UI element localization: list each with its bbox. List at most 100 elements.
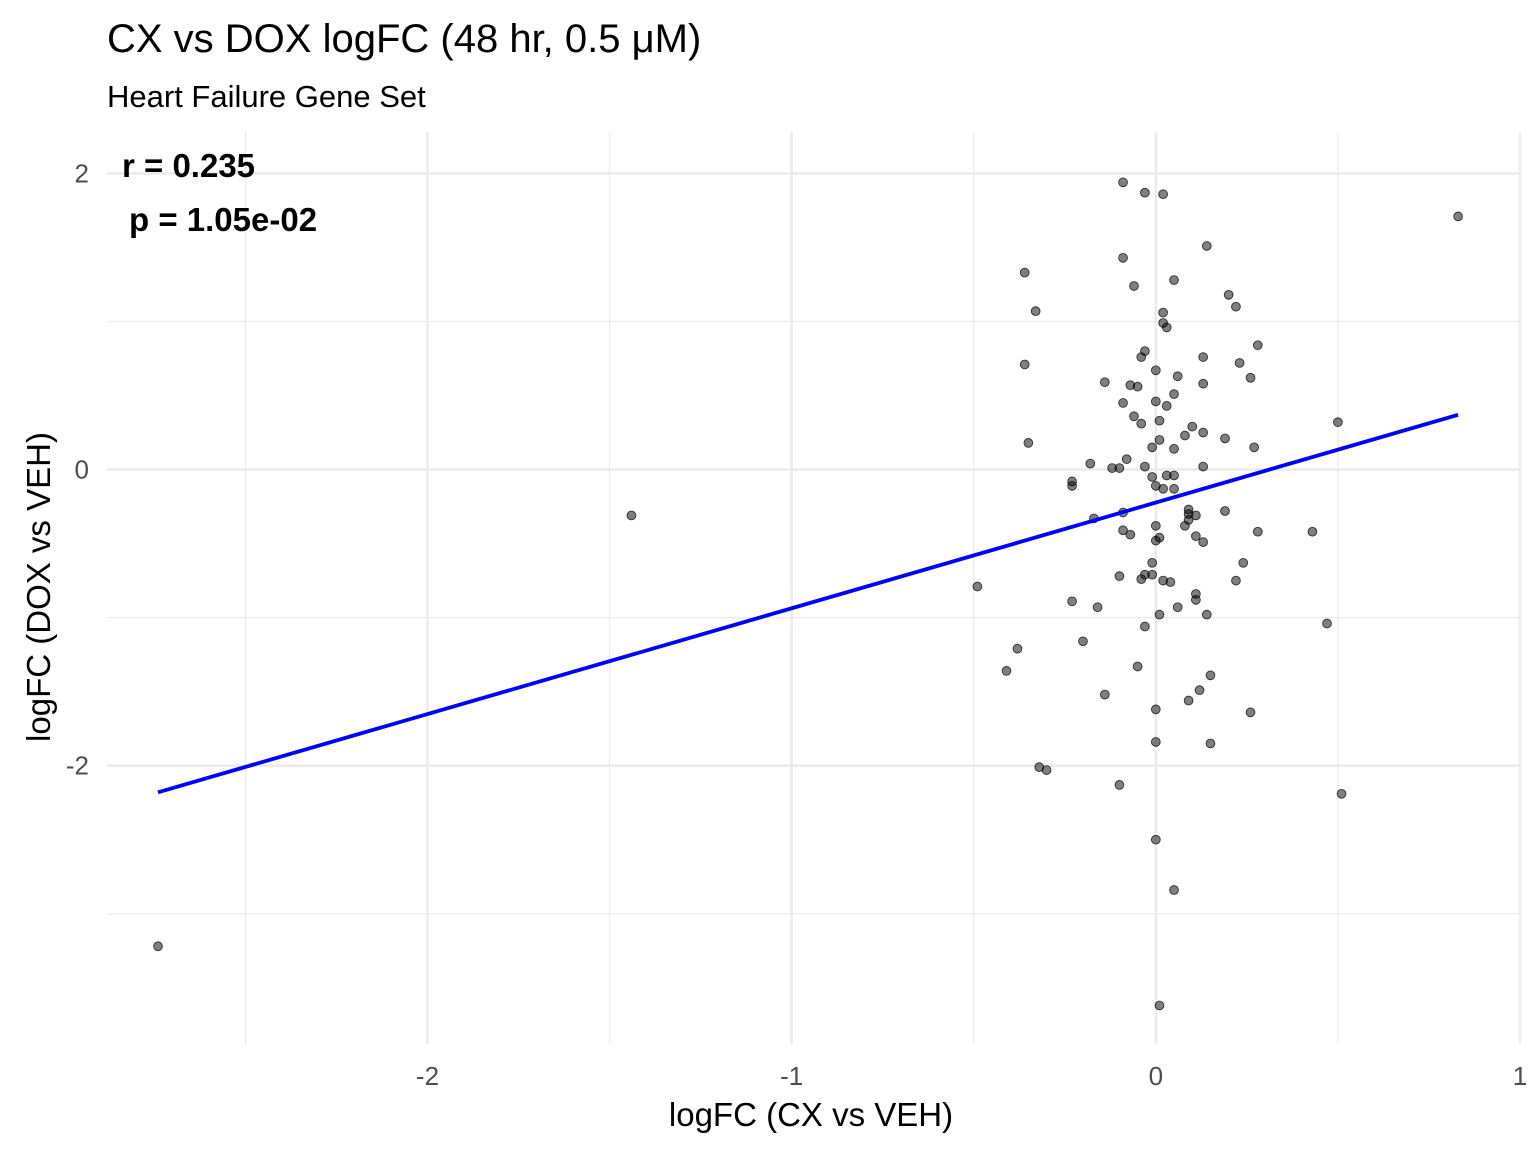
y-tick-label: -2 bbox=[66, 751, 89, 781]
data-point bbox=[1140, 621, 1150, 632]
data-point bbox=[1205, 670, 1216, 681]
data-point bbox=[1012, 643, 1023, 654]
data-point bbox=[1136, 418, 1147, 429]
data-point bbox=[1132, 661, 1143, 672]
data-point bbox=[1231, 575, 1241, 586]
data-point bbox=[1147, 472, 1158, 482]
data-point bbox=[1118, 177, 1128, 188]
data-point bbox=[1121, 454, 1132, 465]
data-point bbox=[1453, 211, 1463, 222]
data-point bbox=[1198, 427, 1209, 438]
data-point bbox=[1150, 834, 1161, 845]
data-point bbox=[1172, 371, 1183, 382]
data-point bbox=[1150, 365, 1161, 376]
data-point bbox=[1169, 470, 1179, 481]
y-axis-title: logFC (DOX vs VEH) bbox=[20, 432, 57, 742]
data-point bbox=[1118, 398, 1128, 408]
x-tick-label: 0 bbox=[1149, 1061, 1163, 1091]
chart-title: CX vs DOX logFC (48 hr, 0.5 μM) bbox=[107, 17, 701, 61]
data-point bbox=[1169, 275, 1179, 285]
data-point bbox=[1169, 885, 1179, 895]
data-point bbox=[1132, 381, 1143, 392]
data-point bbox=[1114, 780, 1125, 790]
data-points bbox=[153, 177, 1463, 1011]
p-value-label: p = 1.05e-02 bbox=[129, 201, 317, 238]
regression-line bbox=[157, 412, 1459, 795]
y-tick-label: 2 bbox=[75, 158, 89, 188]
data-point bbox=[1198, 378, 1209, 389]
data-point bbox=[1019, 359, 1030, 370]
data-point bbox=[972, 581, 983, 592]
data-point bbox=[1161, 401, 1172, 411]
data-point bbox=[1099, 377, 1110, 388]
data-point bbox=[1114, 571, 1125, 582]
data-point bbox=[1220, 433, 1230, 444]
data-point bbox=[1165, 577, 1176, 587]
x-tick-label: -1 bbox=[780, 1061, 803, 1091]
data-point bbox=[1154, 532, 1165, 543]
data-point bbox=[1158, 483, 1168, 494]
x-tick-label: -2 bbox=[416, 1061, 439, 1091]
data-point bbox=[1191, 510, 1201, 521]
data-point bbox=[1147, 557, 1158, 568]
data-point bbox=[1150, 737, 1161, 747]
x-axis-tick-labels: -2 -1 0 1 bbox=[416, 1061, 1527, 1091]
data-point bbox=[1336, 788, 1347, 799]
data-point bbox=[1154, 435, 1165, 445]
data-point bbox=[1118, 525, 1128, 536]
data-point bbox=[1191, 531, 1201, 542]
data-point bbox=[1180, 430, 1190, 441]
data-point bbox=[1198, 352, 1209, 362]
data-point bbox=[1245, 707, 1256, 718]
data-point bbox=[1001, 666, 1012, 676]
data-point bbox=[1169, 443, 1179, 454]
data-point bbox=[1169, 389, 1179, 399]
data-point bbox=[1129, 411, 1139, 422]
minor-gridlines bbox=[107, 132, 1520, 1044]
data-point bbox=[153, 941, 163, 952]
data-point bbox=[1041, 765, 1052, 775]
major-gridlines bbox=[107, 132, 1522, 1044]
data-point bbox=[1114, 463, 1125, 473]
data-point bbox=[1099, 689, 1110, 700]
data-point bbox=[1223, 290, 1234, 300]
data-point bbox=[1154, 1000, 1165, 1011]
data-point bbox=[1307, 526, 1318, 537]
data-point bbox=[1092, 602, 1103, 613]
data-point bbox=[1201, 609, 1212, 620]
data-point bbox=[1172, 602, 1183, 613]
data-point bbox=[1234, 358, 1245, 368]
data-point bbox=[1023, 438, 1034, 448]
data-point bbox=[1322, 618, 1332, 629]
data-point bbox=[1129, 281, 1139, 291]
data-point bbox=[1140, 461, 1150, 472]
data-point bbox=[1220, 506, 1230, 516]
data-point bbox=[1187, 421, 1198, 432]
data-point bbox=[1161, 322, 1172, 333]
regression-line-layer bbox=[157, 412, 1459, 795]
data-point bbox=[1067, 596, 1077, 607]
data-point bbox=[1085, 458, 1096, 469]
data-point bbox=[1205, 738, 1216, 749]
data-point bbox=[1118, 252, 1128, 263]
data-point bbox=[1140, 346, 1150, 356]
data-point bbox=[1183, 515, 1194, 525]
data-point bbox=[1198, 461, 1209, 472]
data-point bbox=[1150, 396, 1161, 407]
x-tick-label: 1 bbox=[1513, 1061, 1527, 1091]
data-point bbox=[1252, 340, 1263, 351]
data-point bbox=[1201, 241, 1212, 251]
data-point bbox=[1252, 526, 1263, 537]
data-point bbox=[1249, 442, 1260, 453]
data-point bbox=[1183, 695, 1194, 706]
data-point bbox=[1333, 417, 1343, 428]
data-point bbox=[1078, 636, 1088, 647]
data-point bbox=[1067, 480, 1077, 491]
data-point bbox=[1125, 529, 1136, 540]
data-point bbox=[1030, 306, 1041, 316]
chart-subtitle: Heart Failure Gene Set bbox=[107, 79, 426, 114]
data-point bbox=[1147, 569, 1158, 580]
data-point bbox=[1019, 267, 1030, 278]
x-axis-title: logFC (CX vs VEH) bbox=[669, 1096, 953, 1133]
data-point bbox=[1150, 704, 1161, 715]
